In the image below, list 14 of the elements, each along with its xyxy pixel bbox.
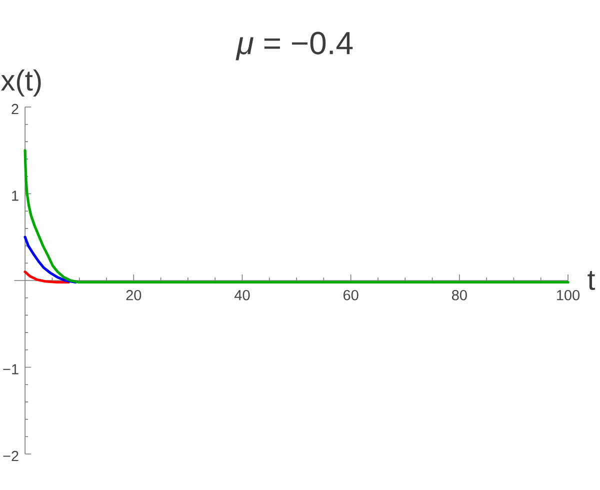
line-series	[24, 236, 77, 284]
x-tick-label: 100	[557, 290, 580, 300]
y-axis-title: x(t)	[1, 69, 41, 97]
x-axis-title: t	[588, 271, 596, 290]
line-series	[24, 270, 70, 284]
y-tick-label: −2	[3, 450, 18, 462]
chart-title: μ = −0.4	[236, 32, 353, 60]
x-tick-label: 40	[234, 290, 250, 300]
x-tick-label: 20	[126, 290, 142, 300]
y-tick-label: 1	[12, 190, 18, 201]
x-tick-label: 60	[343, 290, 358, 300]
y-tick-label: −1	[3, 364, 18, 374]
y-tick-label: 2	[12, 104, 18, 114]
x-tick-label: 80	[452, 290, 467, 300]
